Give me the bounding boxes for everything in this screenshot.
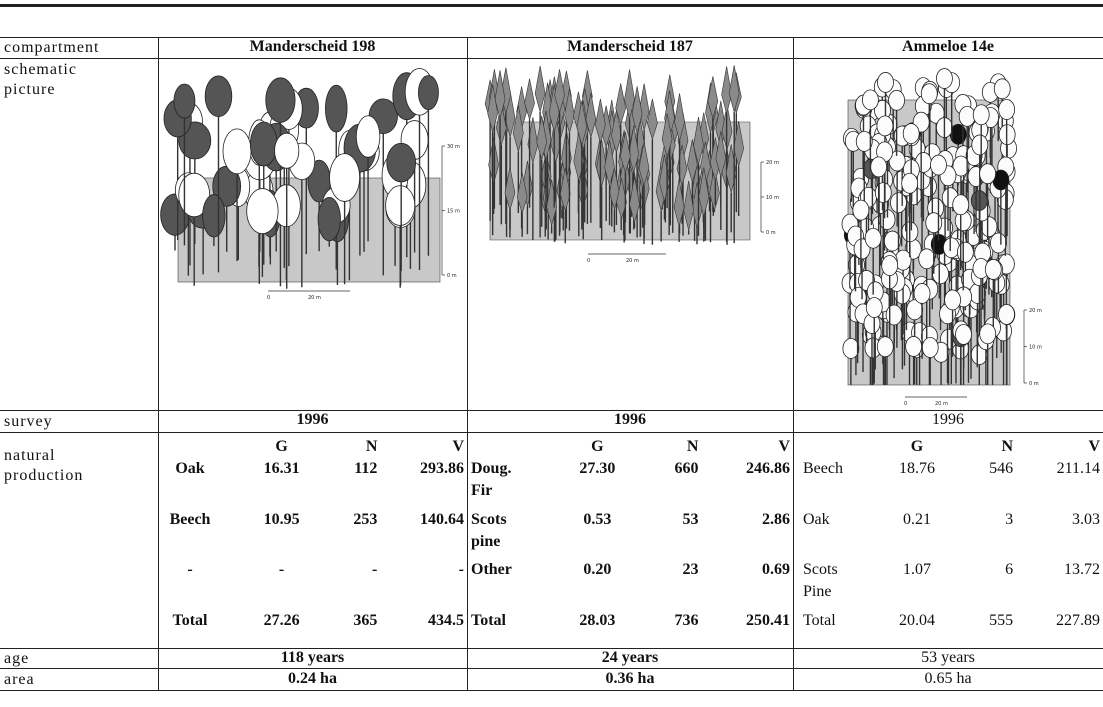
scale-label: 0 m: [1029, 381, 1039, 387]
crown: [386, 186, 415, 226]
scale-label: 20 m: [308, 295, 321, 301]
crown: [902, 173, 918, 193]
crown: [959, 106, 975, 126]
crown: [356, 116, 380, 158]
crown: [943, 238, 959, 258]
crown: [882, 256, 898, 276]
crown: [922, 338, 938, 358]
crown: [886, 305, 902, 325]
crown: [903, 124, 919, 144]
scale-label: 0 m: [447, 273, 457, 279]
scale-label: 10 m: [1029, 345, 1042, 351]
crown: [921, 84, 937, 104]
crown: [266, 78, 295, 123]
table-page: compartment schematic picture survey nat…: [0, 0, 1103, 707]
crown: [930, 155, 946, 175]
crown: [936, 69, 952, 89]
crown: [985, 259, 1001, 279]
crown: [945, 290, 961, 310]
crown: [994, 79, 1010, 99]
crown: [247, 189, 278, 234]
schematic-pictures: 30 m 15 m 0 m 0 20 m 20 m 10 m 0 m 0 20 m 20 m 10 m…: [0, 0, 1103, 707]
scale-label: 20 m: [766, 160, 779, 166]
crown: [330, 154, 360, 202]
scale-label: 0: [267, 295, 270, 301]
crown: [275, 133, 299, 168]
crown: [865, 228, 881, 248]
scale-label: 0: [904, 401, 907, 407]
crown: [318, 197, 340, 240]
crown: [906, 336, 922, 356]
scale-label: 30 m: [447, 144, 460, 150]
scale-label: 0: [587, 258, 590, 264]
scale-label: 20 m: [935, 401, 948, 407]
crown: [203, 195, 226, 237]
crown: [250, 122, 277, 166]
crown: [953, 195, 969, 215]
scale-label: 15 m: [447, 209, 460, 215]
crown: [889, 90, 905, 110]
crown: [980, 164, 996, 184]
crown: [999, 100, 1015, 120]
crown: [877, 116, 893, 136]
crown: [205, 76, 232, 117]
crown: [990, 233, 1006, 253]
crown: [875, 183, 891, 203]
scale-label: 10 m: [766, 195, 779, 201]
scale-label: 0 m: [766, 230, 776, 236]
crown: [926, 213, 942, 233]
scale-label: 20 m: [1029, 308, 1042, 314]
crown: [914, 283, 930, 303]
crown: [871, 157, 887, 177]
crown: [862, 90, 878, 110]
crown: [843, 338, 859, 358]
crown: [999, 304, 1015, 324]
scale-label: 20 m: [626, 258, 639, 264]
crown: [877, 72, 893, 92]
crown: [387, 143, 416, 182]
crown: [972, 135, 988, 155]
crown: [919, 249, 935, 269]
crown: [866, 298, 882, 318]
crown: [890, 193, 906, 213]
crown: [973, 105, 989, 125]
crown: [325, 85, 347, 132]
crown: [853, 200, 869, 220]
crown: [957, 242, 973, 262]
crown: [174, 84, 195, 118]
crown: [223, 129, 251, 174]
crown: [956, 324, 972, 344]
crown: [980, 324, 996, 344]
crown: [418, 76, 438, 110]
crown: [877, 337, 893, 357]
crown: [933, 264, 949, 284]
